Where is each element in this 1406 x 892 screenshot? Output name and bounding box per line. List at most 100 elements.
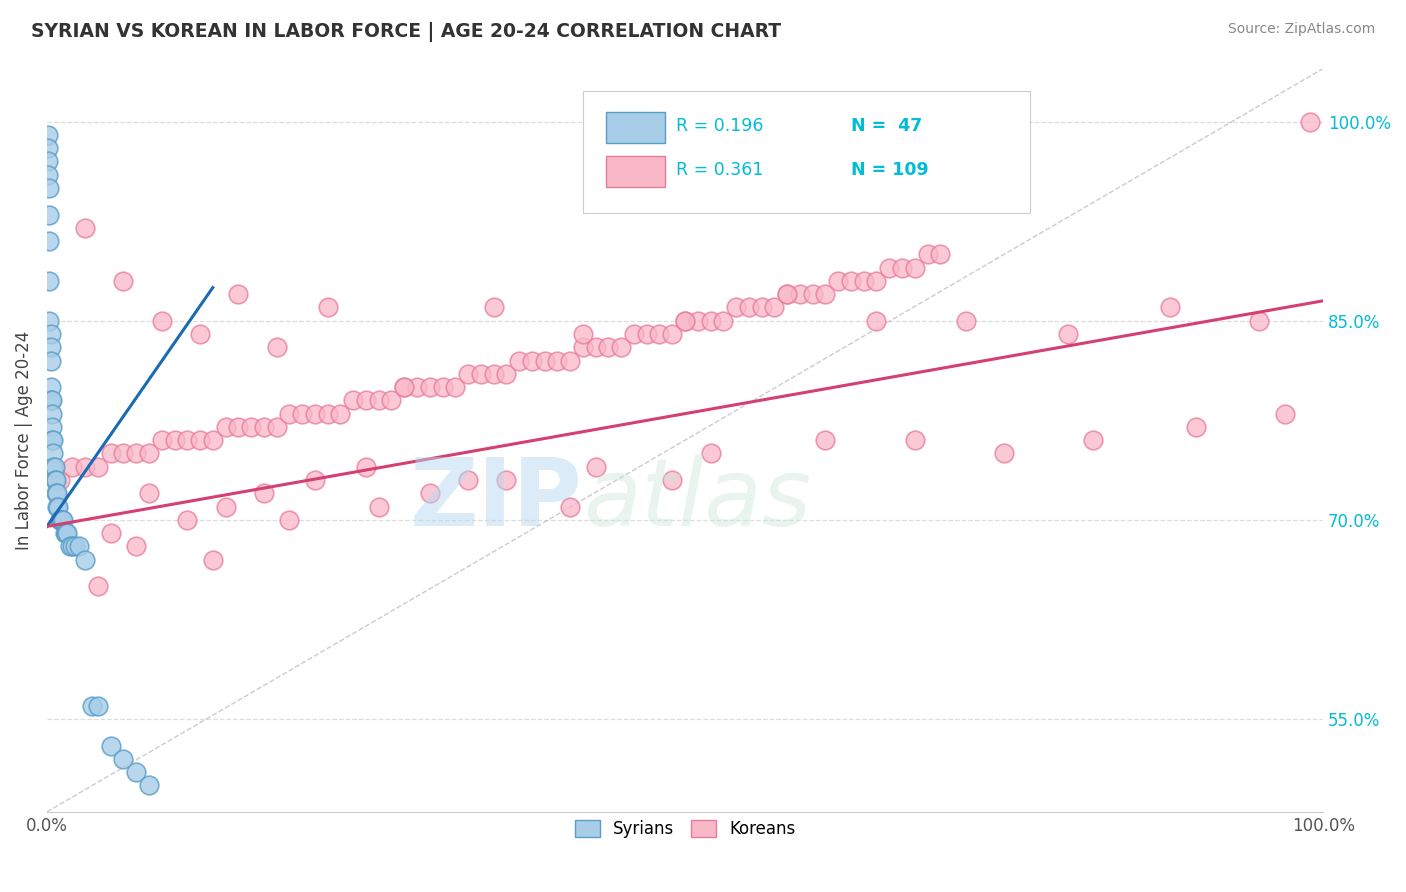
Point <box>394 380 416 394</box>
Point <box>45 473 67 487</box>
Point <box>367 393 389 408</box>
Point <box>138 778 160 792</box>
Text: atlas: atlas <box>583 454 811 545</box>
Point <box>48 500 70 514</box>
Text: N = 109: N = 109 <box>851 161 928 179</box>
Point <box>560 500 582 514</box>
Point <box>520 353 543 368</box>
Point <box>278 513 301 527</box>
Legend: Syrians, Koreans: Syrians, Koreans <box>568 813 801 845</box>
Text: R = 0.196: R = 0.196 <box>676 117 763 135</box>
Point <box>176 513 198 527</box>
Point <box>41 420 63 434</box>
Point <box>419 380 441 394</box>
Point <box>48 513 70 527</box>
Point <box>39 380 62 394</box>
Point <box>266 420 288 434</box>
Point <box>470 367 492 381</box>
Point <box>214 500 236 514</box>
Point <box>253 486 276 500</box>
Point <box>39 326 62 341</box>
Point <box>444 380 467 394</box>
Point <box>457 367 479 381</box>
Point <box>725 301 748 315</box>
Point <box>201 552 224 566</box>
Point <box>801 287 824 301</box>
Point <box>112 274 135 288</box>
Point <box>839 274 862 288</box>
Point <box>686 314 709 328</box>
Point <box>419 486 441 500</box>
Point <box>176 433 198 447</box>
FancyBboxPatch shape <box>606 156 665 187</box>
Point <box>188 433 211 447</box>
Point <box>1249 314 1271 328</box>
Point <box>80 698 103 713</box>
Point <box>41 407 63 421</box>
Point <box>125 446 148 460</box>
Point <box>42 433 65 447</box>
Point <box>304 407 326 421</box>
Point <box>457 473 479 487</box>
Point <box>278 407 301 421</box>
Point <box>711 314 734 328</box>
Point <box>48 473 70 487</box>
Point <box>1184 420 1206 434</box>
Point <box>342 393 364 408</box>
Point <box>188 326 211 341</box>
Point <box>39 340 62 354</box>
Point <box>48 513 70 527</box>
Point <box>661 473 683 487</box>
Point <box>112 446 135 460</box>
Point <box>228 420 250 434</box>
Point <box>572 340 595 354</box>
Point <box>623 326 645 341</box>
Text: R = 0.361: R = 0.361 <box>676 161 763 179</box>
Point <box>55 526 77 541</box>
Point <box>814 433 837 447</box>
Point <box>100 739 122 753</box>
FancyBboxPatch shape <box>583 91 1029 213</box>
Point <box>865 314 887 328</box>
Point <box>636 326 658 341</box>
Point <box>41 433 63 447</box>
Point <box>46 486 69 500</box>
Point <box>37 168 59 182</box>
Point <box>394 380 416 394</box>
Point <box>904 433 927 447</box>
Point <box>329 407 352 421</box>
Point <box>163 433 186 447</box>
Point <box>482 367 505 381</box>
Point <box>56 526 79 541</box>
Point <box>585 340 607 354</box>
Point <box>1057 326 1080 341</box>
Point <box>201 433 224 447</box>
Point <box>112 752 135 766</box>
Point <box>1299 114 1322 128</box>
Text: Source: ZipAtlas.com: Source: ZipAtlas.com <box>1227 22 1375 37</box>
Point <box>495 473 517 487</box>
Point <box>87 579 110 593</box>
Point <box>150 433 173 447</box>
Point <box>495 367 517 381</box>
Point <box>763 301 786 315</box>
Point <box>38 208 60 222</box>
Point <box>406 380 429 394</box>
Point <box>253 420 276 434</box>
Point <box>865 274 887 288</box>
Point <box>316 407 339 421</box>
Point <box>533 353 555 368</box>
Point <box>673 314 696 328</box>
Point <box>87 459 110 474</box>
Point <box>432 380 454 394</box>
Point <box>546 353 568 368</box>
Point <box>699 446 721 460</box>
Point <box>138 486 160 500</box>
Point <box>1083 433 1105 447</box>
Point <box>699 314 721 328</box>
Point <box>648 326 671 341</box>
Point <box>789 287 811 301</box>
Point <box>38 234 60 248</box>
Point <box>46 500 69 514</box>
Point <box>59 540 82 554</box>
